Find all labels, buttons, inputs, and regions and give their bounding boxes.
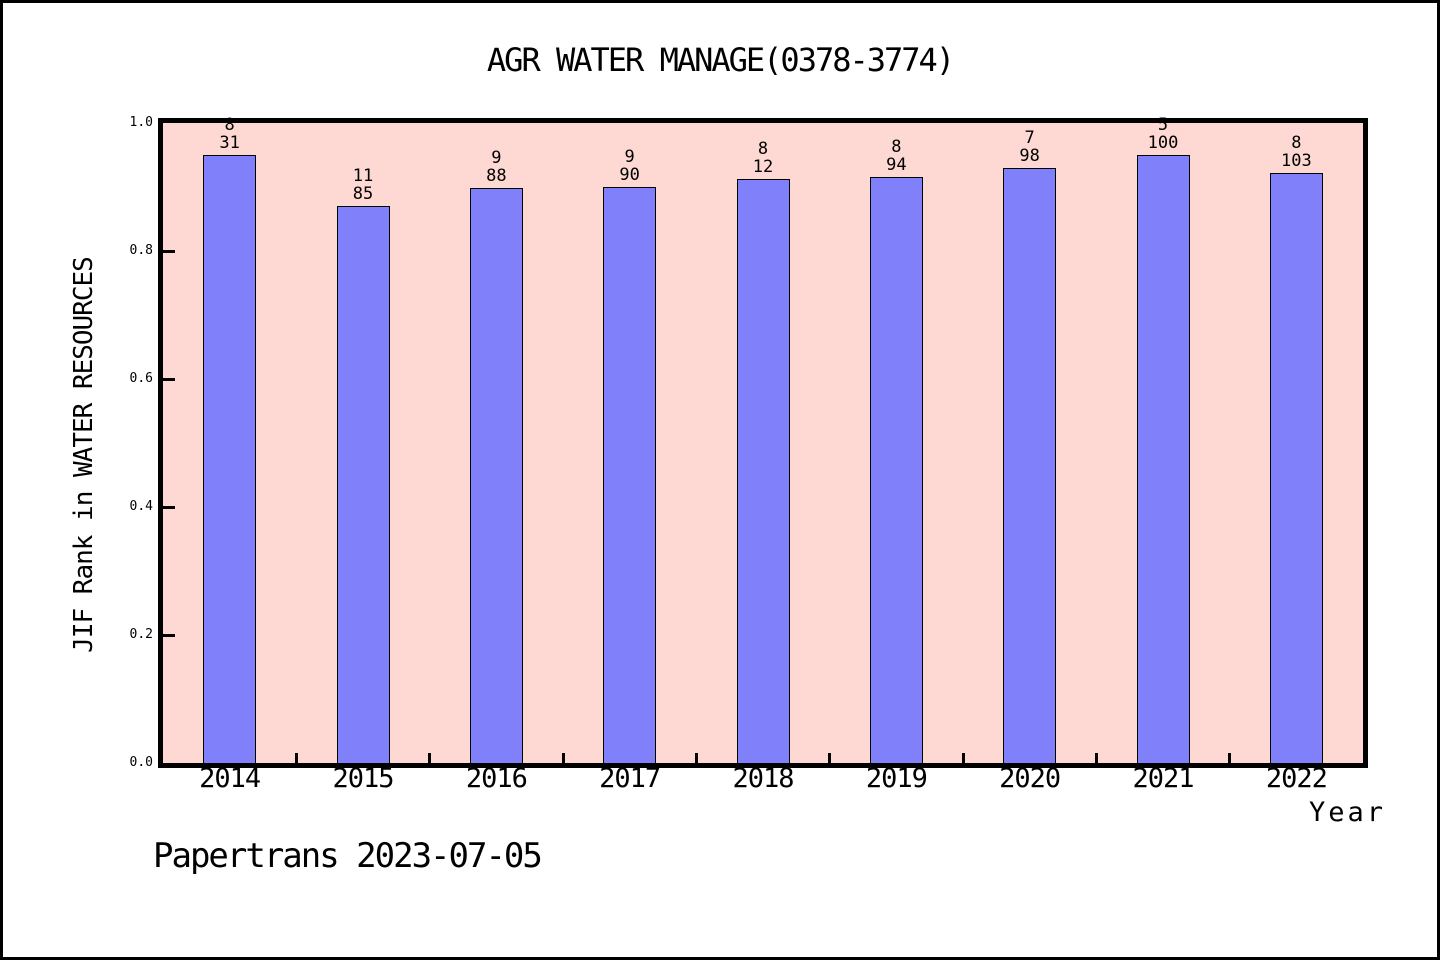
y-tick-label: 0.8 xyxy=(129,243,153,258)
bar xyxy=(1269,173,1323,763)
x-tick xyxy=(1094,753,1098,763)
chart-title: AGR WATER MANAGE(0378-3774) xyxy=(486,41,955,79)
bar-label-total: 98 xyxy=(1019,146,1040,166)
bar-label-total: 31 xyxy=(219,133,240,153)
bar-label: 11 85 xyxy=(353,167,373,203)
bar xyxy=(1003,168,1057,763)
bar xyxy=(469,188,523,763)
x-tick-label: 2015 xyxy=(332,763,394,794)
x-axis-label: Year xyxy=(1309,797,1387,828)
x-tick-label: 2016 xyxy=(465,763,528,794)
x-tick-label: 2021 xyxy=(1132,763,1194,794)
y-tick-label: 0.4 xyxy=(129,499,153,514)
bar xyxy=(603,187,657,763)
x-tick-label: 2014 xyxy=(199,763,261,794)
bar-label-rank: 8 xyxy=(757,139,769,159)
x-tick-label: 2019 xyxy=(865,763,928,794)
x-tick-label: 2020 xyxy=(999,763,1061,794)
bar-label-total: 100 xyxy=(1147,133,1179,153)
bar-label-total: 90 xyxy=(619,165,640,185)
y-tick xyxy=(163,377,175,381)
bar-label-rank: 8 xyxy=(1291,133,1302,153)
bar xyxy=(869,177,923,763)
bar xyxy=(203,155,257,763)
bar xyxy=(336,206,390,763)
y-axis-label: JIF Rank in WATER RESOURCES xyxy=(69,257,99,653)
bar-label-rank: 9 xyxy=(491,148,502,168)
bar-label-rank: 8 xyxy=(891,137,902,157)
x-tick-label: 2017 xyxy=(599,763,661,794)
y-tick-label: 0.2 xyxy=(129,627,153,642)
bar-label: 5 100 xyxy=(1148,116,1179,152)
bar-label: 8 103 xyxy=(1281,134,1312,170)
bar-label-total: 88 xyxy=(486,166,507,186)
bar-label-rank: 7 xyxy=(1024,128,1035,148)
bar-label-total: 94 xyxy=(886,155,907,175)
bar-label: 8 94 xyxy=(886,138,906,174)
x-tick xyxy=(294,753,298,763)
x-tick-label: 2018 xyxy=(732,763,794,794)
bar-label-total: 12 xyxy=(752,157,774,177)
x-tick xyxy=(428,753,432,763)
x-tick-label: 2022 xyxy=(1265,763,1328,794)
bar-label: 9 90 xyxy=(619,148,639,184)
y-tick-label: 1.0 xyxy=(129,115,153,130)
x-tick xyxy=(828,753,832,763)
bar-label-rank: 5 xyxy=(1157,115,1169,135)
bar-label-rank: 11 xyxy=(352,166,374,186)
bar-label: 7 98 xyxy=(1019,129,1039,165)
y-tick xyxy=(163,633,175,637)
bar-label: 9 88 xyxy=(486,149,506,185)
x-tick xyxy=(961,753,965,763)
bar-label-total: 103 xyxy=(1280,151,1312,171)
bar xyxy=(1136,155,1190,763)
bar-label: 8 31 xyxy=(219,116,239,152)
bar xyxy=(736,179,790,763)
x-tick xyxy=(694,753,698,763)
y-tick-label: 0.6 xyxy=(129,371,153,386)
bar-label-rank: 8 xyxy=(224,115,235,135)
plot-area: 8 31 11 85 9 88 9 90 8 12 8 94 7 98 5 100 8 103 xyxy=(158,116,1368,768)
bar-label: 8 12 xyxy=(753,140,773,176)
x-tick xyxy=(1228,753,1232,763)
footer-text: Papertrans 2023-07-05 xyxy=(153,836,543,876)
y-tick-label: 0.0 xyxy=(129,755,153,770)
bar-label-rank: 9 xyxy=(624,147,635,167)
plot-inner: 8 31 11 85 9 88 9 90 8 12 8 94 7 98 5 100 8 103 xyxy=(163,116,1363,763)
x-tick xyxy=(561,753,565,763)
y-tick xyxy=(163,505,175,509)
bar-label-total: 85 xyxy=(352,184,374,204)
y-tick xyxy=(163,249,175,253)
